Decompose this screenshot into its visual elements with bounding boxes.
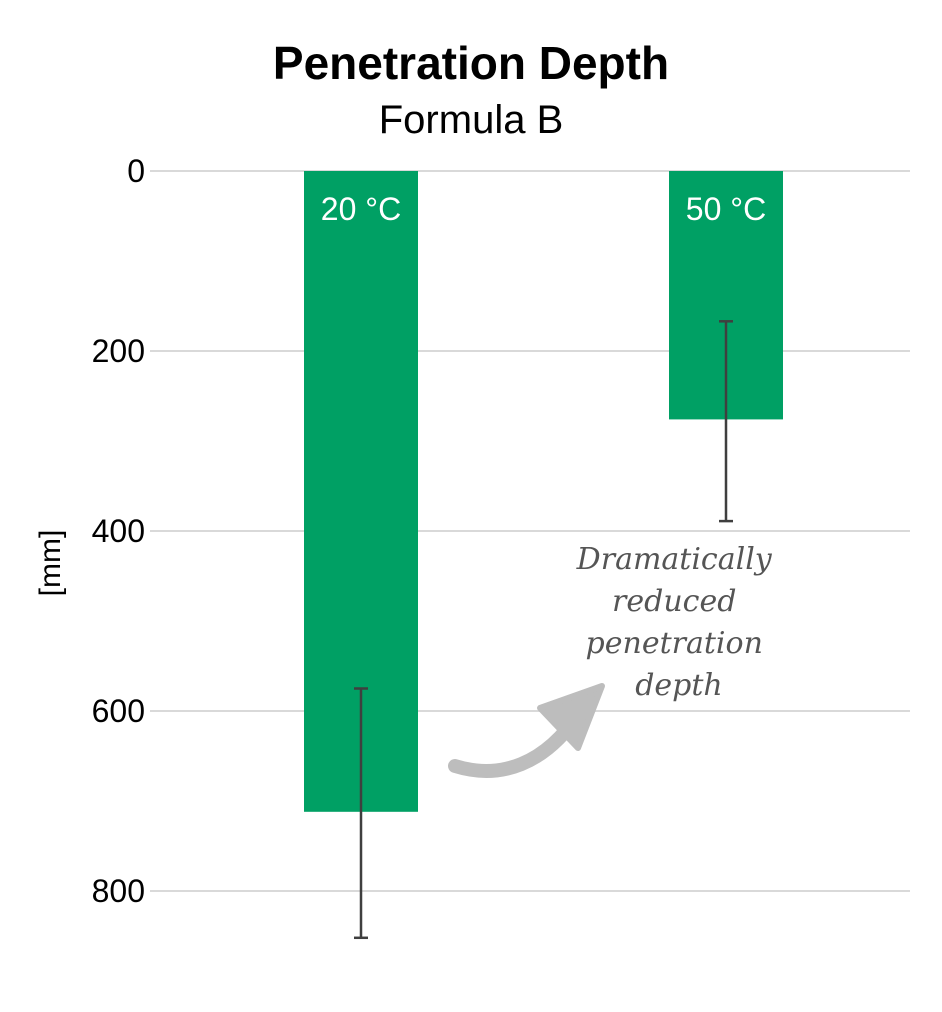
error-bars xyxy=(354,320,733,940)
gridlines xyxy=(150,170,910,892)
y-tick-label: 200 xyxy=(92,333,145,369)
bar-label-2: 50 °C xyxy=(686,191,766,227)
chart-subtitle: Formula B xyxy=(379,98,564,142)
y-tick-label: 800 xyxy=(92,873,145,909)
y-axis-ticks: 0 200 400 600 800 xyxy=(92,153,145,909)
bar-labels: 20 °C 50 °C xyxy=(321,191,766,227)
y-tick-label: 600 xyxy=(92,693,145,729)
y-axis-label: [mm] xyxy=(34,530,67,597)
chart-title: Penetration Depth xyxy=(273,37,669,89)
annotation-arrowhead xyxy=(537,683,605,751)
y-tick-label: 400 xyxy=(92,513,145,549)
annotation-text: Dramatically reduced penetration depth xyxy=(576,542,782,703)
y-tick-label: 0 xyxy=(127,153,145,189)
annotation: Dramatically reduced penetration depth xyxy=(448,542,782,778)
bar-label-1: 20 °C xyxy=(321,191,401,227)
